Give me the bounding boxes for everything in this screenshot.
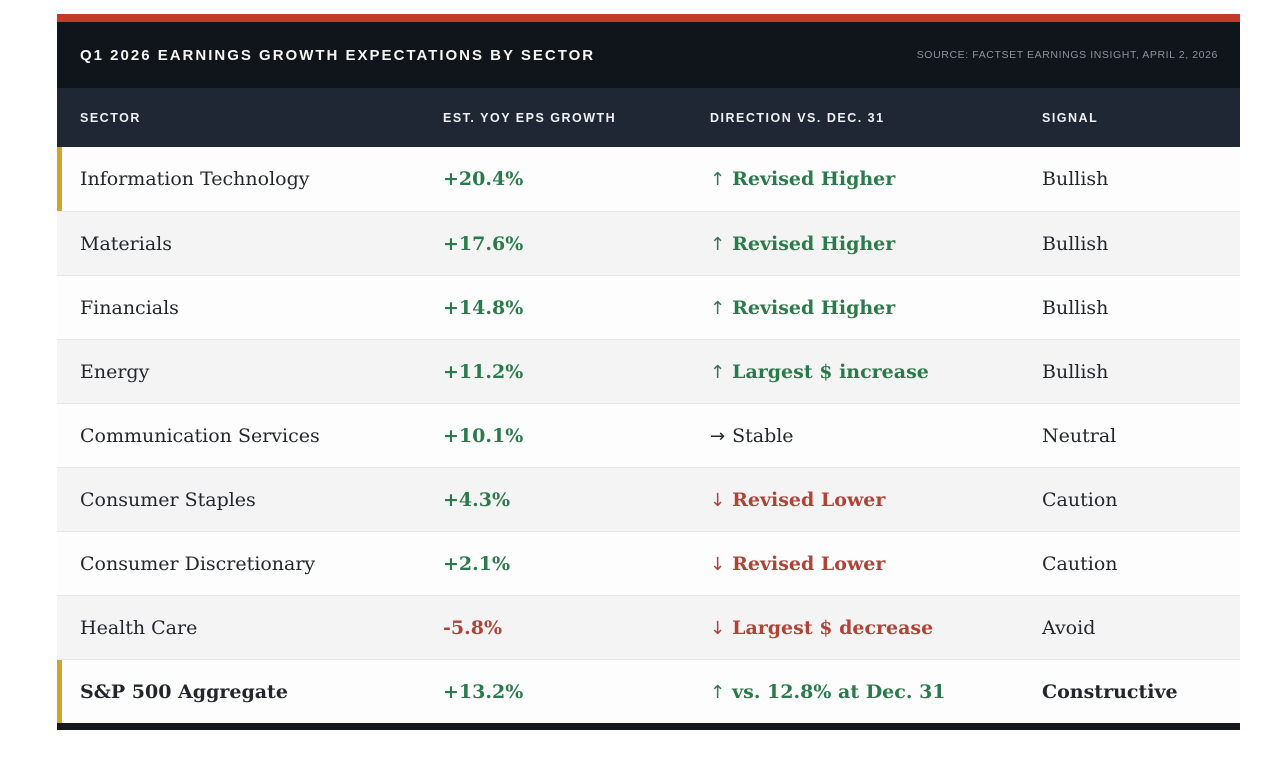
page-title: Q1 2026 EARNINGS GROWTH EXPECTATIONS BY …	[80, 46, 596, 64]
direction-label: Revised Higher	[732, 296, 896, 319]
signal-cell: Caution	[1042, 552, 1118, 575]
direction-arrow-icon: ↓	[710, 617, 726, 639]
eps-cell: -5.8%	[443, 616, 502, 639]
sector-cell: Health Care	[80, 616, 198, 639]
direction-label: Largest $ increase	[732, 360, 929, 383]
direction-cell: → Stable	[710, 425, 1042, 447]
direction-arrow-icon: ↓	[710, 489, 726, 511]
eps-cell: +17.6%	[443, 232, 524, 255]
eps-cell: +4.3%	[443, 488, 511, 511]
sector-cell: S&P 500 Aggregate	[80, 680, 288, 703]
direction-arrow-icon: ↑	[710, 681, 726, 703]
table-row: Materials +17.6% ↑ Revised Higher Bullish	[57, 211, 1240, 275]
table-row: S&P 500 Aggregate +13.2% ↑ vs. 12.8% at D…	[57, 659, 1240, 723]
direction-cell: ↑ Revised Higher	[710, 233, 1042, 255]
eps-cell: +2.1%	[443, 552, 511, 575]
sector-cell: Information Technology	[80, 168, 310, 190]
direction-label: Revised Lower	[732, 552, 886, 575]
table-row: Communication Services +10.1% → Stable Ne…	[57, 403, 1240, 467]
bottom-accent-bar	[57, 723, 1240, 730]
table-body: Information Technology +20.4% ↑ Revised H…	[57, 147, 1240, 723]
direction-arrow-icon: ↑	[710, 233, 726, 255]
signal-cell: Caution	[1042, 488, 1118, 511]
eps-cell: +11.2%	[443, 360, 524, 383]
table-row: Information Technology +20.4% ↑ Revised H…	[57, 147, 1240, 211]
table-header-row: SECTOR EST. YOY EPS GROWTH DIRECTION VS.…	[57, 88, 1240, 147]
direction-cell: ↑ Revised Higher	[710, 297, 1042, 319]
table-row: Energy +11.2% ↑ Largest $ increase Bullis…	[57, 339, 1240, 403]
column-header-eps-growth: EST. YOY EPS GROWTH	[443, 110, 617, 125]
direction-arrow-icon: ↓	[710, 553, 726, 575]
direction-label: vs. 12.8% at Dec. 31	[732, 680, 946, 703]
top-accent-bar	[57, 14, 1240, 22]
signal-cell: Constructive	[1042, 680, 1178, 703]
table-row: Financials +14.8% ↑ Revised Higher Bullis…	[57, 275, 1240, 339]
column-header-sector: SECTOR	[80, 110, 141, 125]
sector-cell: Energy	[80, 360, 150, 383]
direction-arrow-icon: →	[710, 425, 726, 447]
column-header-direction: DIRECTION VS. DEC. 31	[710, 110, 885, 125]
direction-cell: ↑ vs. 12.8% at Dec. 31	[710, 681, 1042, 703]
direction-arrow-icon: ↑	[710, 297, 726, 319]
table-row: Consumer Staples +4.3% ↓ Revised Lower Ca…	[57, 467, 1240, 531]
direction-label: Revised Lower	[732, 488, 886, 511]
eps-cell: +10.1%	[443, 424, 524, 447]
sector-cell: Financials	[80, 296, 179, 319]
eps-cell: +13.2%	[443, 680, 524, 703]
signal-cell: Neutral	[1042, 424, 1117, 447]
direction-label: Revised Higher	[732, 232, 896, 255]
direction-cell: ↓ Revised Lower	[710, 489, 1042, 511]
earnings-table-card: Q1 2026 EARNINGS GROWTH EXPECTATIONS BY …	[57, 14, 1240, 730]
direction-label: Largest $ decrease	[732, 616, 934, 639]
title-bar: Q1 2026 EARNINGS GROWTH EXPECTATIONS BY …	[57, 22, 1240, 88]
direction-arrow-icon: ↑	[710, 169, 726, 190]
sector-cell: Materials	[80, 232, 172, 255]
signal-cell: Bullish	[1042, 360, 1109, 383]
eps-cell: +20.4%	[443, 168, 524, 190]
column-header-signal: SIGNAL	[1042, 110, 1099, 125]
sector-cell: Communication Services	[80, 424, 320, 447]
source-attribution: SOURCE: FACTSET EARNINGS INSIGHT, APRIL …	[916, 49, 1218, 61]
direction-arrow-icon: ↑	[710, 361, 726, 383]
signal-cell: Bullish	[1042, 296, 1109, 319]
table-row: Consumer Discretionary +2.1% ↓ Revised Lo…	[57, 531, 1240, 595]
signal-cell: Avoid	[1042, 616, 1096, 639]
table-row: Health Care -5.8% ↓ Largest $ decrease Av…	[57, 595, 1240, 659]
sector-cell: Consumer Staples	[80, 488, 256, 511]
direction-cell: ↑ Revised Higher	[710, 168, 1042, 190]
direction-cell: ↑ Largest $ increase	[710, 361, 1042, 383]
direction-label: Stable	[732, 424, 794, 447]
sector-cell: Consumer Discretionary	[80, 552, 316, 575]
direction-label: Revised Higher	[732, 168, 896, 190]
direction-cell: ↓ Largest $ decrease	[710, 617, 1042, 639]
signal-cell: Bullish	[1042, 168, 1109, 190]
direction-cell: ↓ Revised Lower	[710, 553, 1042, 575]
signal-cell: Bullish	[1042, 232, 1109, 255]
eps-cell: +14.8%	[443, 296, 524, 319]
